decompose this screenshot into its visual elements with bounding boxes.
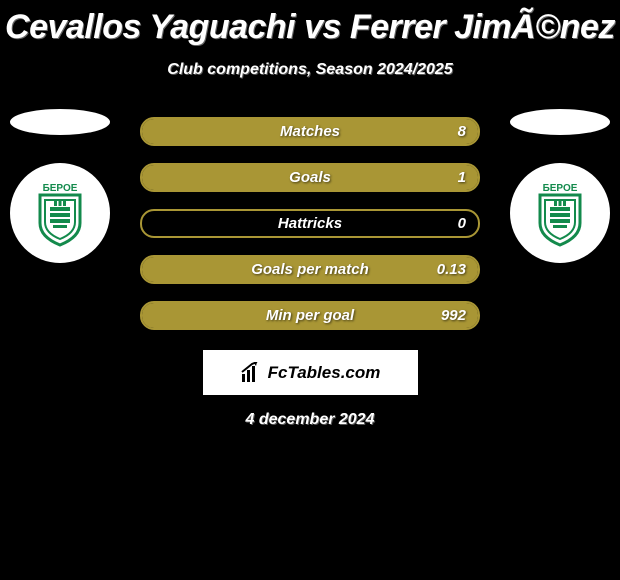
stat-row: Goals per match 0.13 — [140, 255, 480, 284]
stat-value: 0 — [458, 215, 466, 232]
country-flag-left — [10, 109, 110, 135]
stat-value: 8 — [458, 123, 466, 140]
stat-label: Matches — [142, 123, 478, 140]
brand-label: FcTables.com — [268, 363, 381, 383]
stat-value: 1 — [458, 169, 466, 186]
page-subtitle: Club competitions, Season 2024/2025 — [0, 61, 620, 79]
stat-row: Min per goal 992 — [140, 301, 480, 330]
brand-box[interactable]: FcTables.com — [203, 350, 418, 395]
stat-label: Goals — [142, 169, 478, 186]
club-text-left: БЕРОЕ — [43, 183, 78, 194]
stats-list: Matches 8 Goals 1 Hattricks 0 Goals per … — [140, 117, 480, 330]
stat-row: Hattricks 0 — [140, 209, 480, 238]
stat-label: Min per goal — [142, 307, 478, 324]
country-flag-right — [510, 109, 610, 135]
shield-icon: БЕРОЕ — [20, 173, 100, 253]
stat-value: 0.13 — [437, 261, 466, 278]
stat-label: Goals per match — [142, 261, 478, 278]
stat-label: Hattricks — [142, 215, 478, 232]
shield-icon: БЕРОЕ — [520, 173, 600, 253]
stat-row: Matches 8 — [140, 117, 480, 146]
page-title: Cevallos Yaguachi vs Ferrer JimÃ©nez — [0, 0, 620, 47]
player-right-column: БЕРОЕ — [510, 97, 610, 263]
club-badge-left: БЕРОЕ — [10, 163, 110, 263]
player-left-column: БЕРОЕ — [10, 97, 110, 263]
stat-value: 992 — [441, 307, 466, 324]
club-badge-right: БЕРОЕ — [510, 163, 610, 263]
date-label: 4 december 2024 — [0, 411, 620, 429]
chart-icon — [240, 362, 262, 384]
comparison-content: БЕРОЕ Matches 8 Goals 1 — [0, 97, 620, 330]
club-text-right: БЕРОЕ — [543, 183, 578, 194]
stat-row: Goals 1 — [140, 163, 480, 192]
